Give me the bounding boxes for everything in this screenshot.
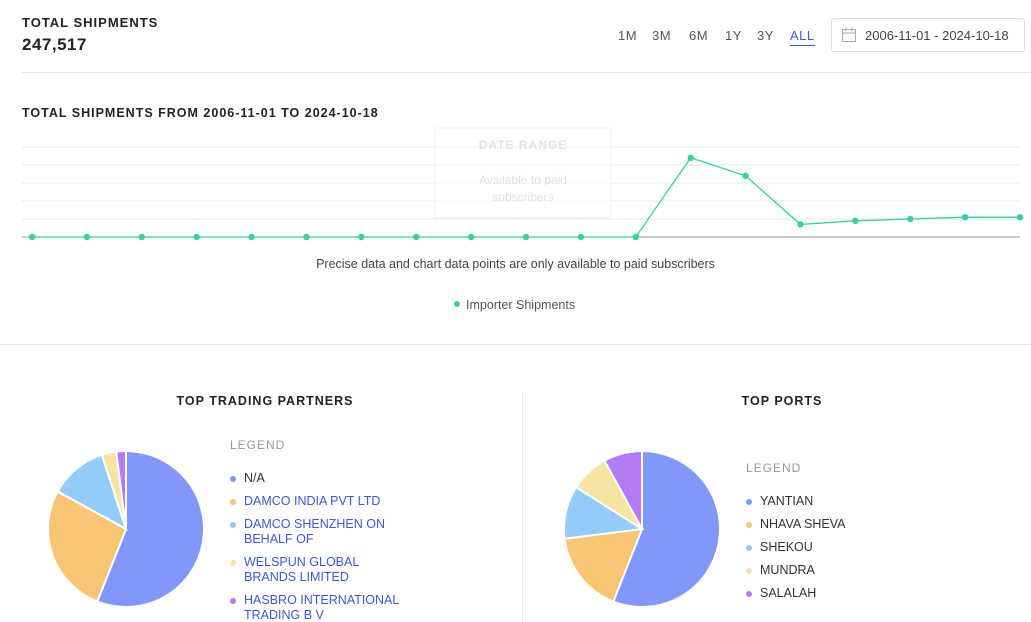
overlay-text: Available to paid subscribers xyxy=(479,173,567,204)
overlay-title: DATE RANGE xyxy=(479,138,567,152)
data-point xyxy=(632,233,639,241)
legend-title: LEGEND xyxy=(230,438,286,452)
data-point xyxy=(467,233,475,241)
overlay-box xyxy=(434,127,612,219)
legend-label[interactable]: HASBRO INTERNATIONAL TRADING B V xyxy=(244,593,399,622)
data-point xyxy=(852,217,859,224)
range-button[interactable]: ALL xyxy=(790,28,815,46)
data-point xyxy=(248,233,255,241)
data-point xyxy=(83,233,91,241)
legend-dot xyxy=(230,560,236,566)
pie-slice xyxy=(115,449,127,530)
legend-dot xyxy=(230,598,236,604)
section-title: TOP TRADING PARTNERS xyxy=(176,394,354,408)
legend-item: MUNDRA xyxy=(746,563,930,578)
pie-slice xyxy=(563,527,644,603)
date-picker[interactable]: 2006-11-01 - 2024-10-18 xyxy=(831,18,1025,52)
legend-label[interactable]: DAMCO INDIA PVT LTD xyxy=(244,494,381,508)
divider xyxy=(522,393,523,622)
divider xyxy=(22,72,1031,73)
legend-dot xyxy=(746,522,752,528)
legend-dot xyxy=(230,476,236,482)
data-point xyxy=(742,172,749,179)
chart-title: TOTAL SHIPMENTS FROM 2006-11-01 TO 2024-… xyxy=(22,106,379,120)
legend-item: DAMCO INDIA PVT LTD xyxy=(230,494,414,509)
section-title: TOP PORTS xyxy=(741,394,823,408)
data-point xyxy=(193,233,200,241)
data-point xyxy=(28,233,36,241)
legend-dot xyxy=(746,545,752,551)
title: TOTAL SHIPMENTS xyxy=(22,15,159,30)
pie-slice xyxy=(611,449,721,608)
data-point xyxy=(907,215,914,223)
data-point xyxy=(577,233,585,241)
data-point xyxy=(138,233,145,241)
data-point xyxy=(687,154,694,161)
legend-label: YANTIAN xyxy=(760,494,814,508)
legend-label: MUNDRA xyxy=(760,563,815,577)
legend-title: LEGEND xyxy=(746,461,802,475)
date-range: 2006-11-01 - 2024-10-18 xyxy=(865,28,1009,43)
legend-dot xyxy=(454,301,460,307)
data-point xyxy=(961,214,969,221)
range-button[interactable]: 6M xyxy=(689,28,709,43)
data-point xyxy=(1016,214,1024,221)
legend-label[interactable]: WELSPUN GLOBAL BRANDS LIMITED xyxy=(244,555,359,584)
data-point xyxy=(358,233,365,241)
legend-label: N/A xyxy=(244,471,265,485)
range-button[interactable]: 1M xyxy=(618,28,638,43)
range-button[interactable]: 1Y xyxy=(725,28,742,43)
legend-item: DAMCO SHENZHEN ON BEHALF OF xyxy=(230,517,414,547)
data-point xyxy=(522,233,530,241)
legend-dot xyxy=(746,568,752,574)
legend-item: SHEKOU xyxy=(746,540,930,555)
total: 247,517 xyxy=(22,35,87,54)
data-point xyxy=(413,233,420,241)
legend-label: Importer Shipments xyxy=(466,298,575,312)
legend-item: YANTIAN xyxy=(746,494,930,509)
range-button[interactable]: 3M xyxy=(652,28,672,43)
legend-item: NHAVA SHEVA xyxy=(746,517,930,532)
legend-dot xyxy=(746,591,752,597)
legend-label[interactable]: DAMCO SHENZHEN ON BEHALF OF xyxy=(244,517,385,546)
legend-label: SALALAH xyxy=(760,586,817,600)
legend-item: N/A xyxy=(230,471,414,486)
data-point xyxy=(303,233,310,241)
legend-dot xyxy=(230,499,236,505)
legend-item: SALALAH xyxy=(746,586,930,601)
range-button[interactable]: 3Y xyxy=(757,28,774,43)
pie-slice xyxy=(95,449,205,608)
pie-slice xyxy=(603,449,643,530)
calendar-icon xyxy=(842,27,856,42)
legend-dot xyxy=(230,522,236,528)
legend-dot xyxy=(746,499,752,505)
legend-label: NHAVA SHEVA xyxy=(760,517,846,531)
chart-note: Precise data and chart data points are o… xyxy=(316,257,715,271)
legend-label: SHEKOU xyxy=(760,540,813,554)
legend-item: WELSPUN GLOBAL BRANDS LIMITED xyxy=(230,555,414,585)
data-point xyxy=(797,221,804,228)
divider xyxy=(0,344,1031,345)
legend-item: HASBRO INTERNATIONAL TRADING B V xyxy=(230,593,414,622)
